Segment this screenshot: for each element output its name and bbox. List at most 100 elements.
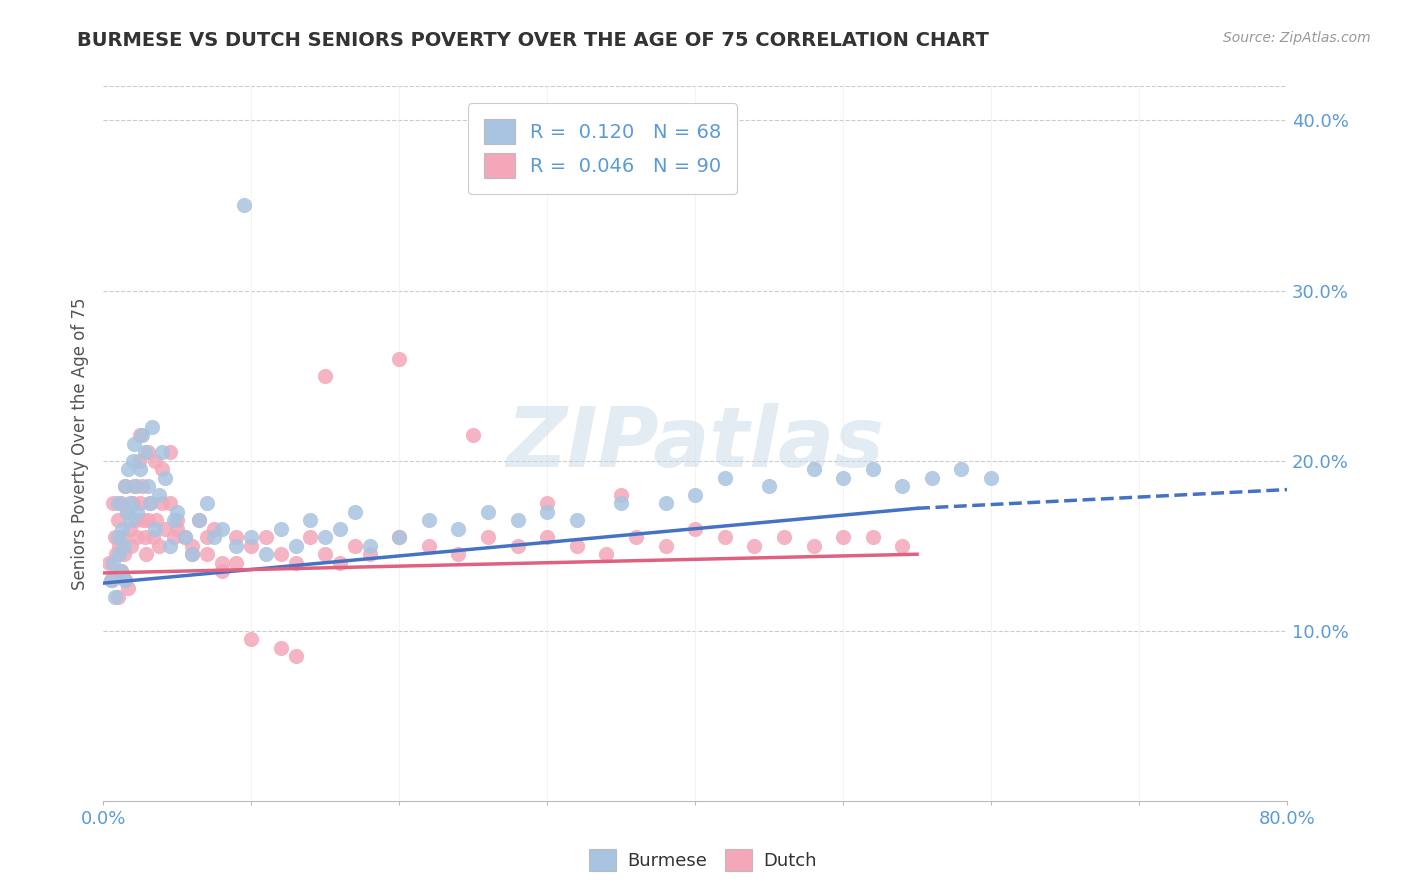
Point bbox=[891, 539, 914, 553]
Point bbox=[299, 513, 322, 527]
Point bbox=[195, 496, 218, 510]
Legend: R =  0.120   N = 68, R =  0.046   N = 90: R = 0.120 N = 68, R = 0.046 N = 90 bbox=[468, 103, 737, 194]
Point bbox=[254, 530, 277, 544]
Point bbox=[166, 513, 188, 527]
Point bbox=[506, 539, 529, 553]
Point bbox=[111, 530, 134, 544]
Point bbox=[713, 530, 735, 544]
Point bbox=[388, 530, 411, 544]
Point bbox=[595, 547, 617, 561]
Point bbox=[758, 479, 780, 493]
Point bbox=[148, 539, 170, 553]
Point bbox=[188, 513, 211, 527]
Point bbox=[155, 522, 177, 536]
Point bbox=[254, 547, 277, 561]
Point bbox=[141, 419, 163, 434]
Point bbox=[117, 581, 139, 595]
Point bbox=[314, 368, 336, 383]
Point bbox=[891, 479, 914, 493]
Point bbox=[142, 530, 165, 544]
Point bbox=[155, 470, 177, 484]
Point bbox=[139, 496, 162, 510]
Point bbox=[270, 522, 292, 536]
Point bbox=[610, 488, 633, 502]
Point bbox=[98, 556, 121, 570]
Point bbox=[163, 530, 186, 544]
Point bbox=[118, 522, 141, 536]
Point bbox=[131, 428, 153, 442]
Point bbox=[150, 496, 173, 510]
Point bbox=[240, 539, 263, 553]
Point bbox=[225, 556, 247, 570]
Point bbox=[166, 522, 188, 536]
Point bbox=[803, 539, 825, 553]
Point bbox=[107, 513, 129, 527]
Point bbox=[129, 462, 152, 476]
Point bbox=[211, 564, 233, 578]
Point bbox=[195, 547, 218, 561]
Point bbox=[110, 496, 132, 510]
Point bbox=[832, 530, 855, 544]
Point bbox=[129, 496, 152, 510]
Point bbox=[181, 547, 204, 561]
Point bbox=[114, 479, 136, 493]
Point bbox=[145, 513, 167, 527]
Point bbox=[713, 470, 735, 484]
Point bbox=[270, 640, 292, 655]
Point bbox=[461, 428, 484, 442]
Point bbox=[832, 470, 855, 484]
Point bbox=[150, 462, 173, 476]
Point bbox=[388, 351, 411, 366]
Point bbox=[110, 564, 132, 578]
Point bbox=[120, 513, 142, 527]
Point bbox=[132, 513, 155, 527]
Point bbox=[114, 573, 136, 587]
Point bbox=[173, 530, 195, 544]
Point bbox=[284, 556, 307, 570]
Point bbox=[127, 530, 149, 544]
Point bbox=[565, 513, 588, 527]
Point bbox=[118, 496, 141, 510]
Text: ZIPatlas: ZIPatlas bbox=[506, 403, 884, 484]
Point bbox=[284, 539, 307, 553]
Point bbox=[343, 539, 366, 553]
Point bbox=[120, 539, 142, 553]
Point bbox=[240, 632, 263, 647]
Point bbox=[159, 445, 181, 459]
Point bbox=[101, 573, 124, 587]
Point bbox=[225, 530, 247, 544]
Point bbox=[225, 539, 247, 553]
Point bbox=[329, 522, 352, 536]
Point bbox=[115, 505, 138, 519]
Point bbox=[125, 479, 148, 493]
Point bbox=[921, 470, 943, 484]
Point bbox=[122, 479, 145, 493]
Point bbox=[159, 539, 181, 553]
Point bbox=[181, 539, 204, 553]
Point bbox=[536, 496, 558, 510]
Text: Source: ZipAtlas.com: Source: ZipAtlas.com bbox=[1223, 31, 1371, 45]
Point bbox=[610, 496, 633, 510]
Point bbox=[136, 479, 159, 493]
Point bbox=[107, 530, 129, 544]
Point bbox=[329, 556, 352, 570]
Point bbox=[173, 530, 195, 544]
Point bbox=[188, 513, 211, 527]
Point bbox=[121, 496, 143, 510]
Point bbox=[202, 530, 225, 544]
Point bbox=[181, 547, 204, 561]
Point bbox=[112, 547, 135, 561]
Point bbox=[240, 530, 263, 544]
Point bbox=[980, 470, 1002, 484]
Point bbox=[107, 590, 129, 604]
Point bbox=[803, 462, 825, 476]
Point bbox=[624, 530, 647, 544]
Point bbox=[148, 488, 170, 502]
Point bbox=[447, 522, 470, 536]
Point bbox=[122, 436, 145, 450]
Point bbox=[166, 505, 188, 519]
Y-axis label: Seniors Poverty Over the Age of 75: Seniors Poverty Over the Age of 75 bbox=[72, 297, 89, 590]
Point bbox=[773, 530, 796, 544]
Point bbox=[125, 513, 148, 527]
Point bbox=[418, 513, 440, 527]
